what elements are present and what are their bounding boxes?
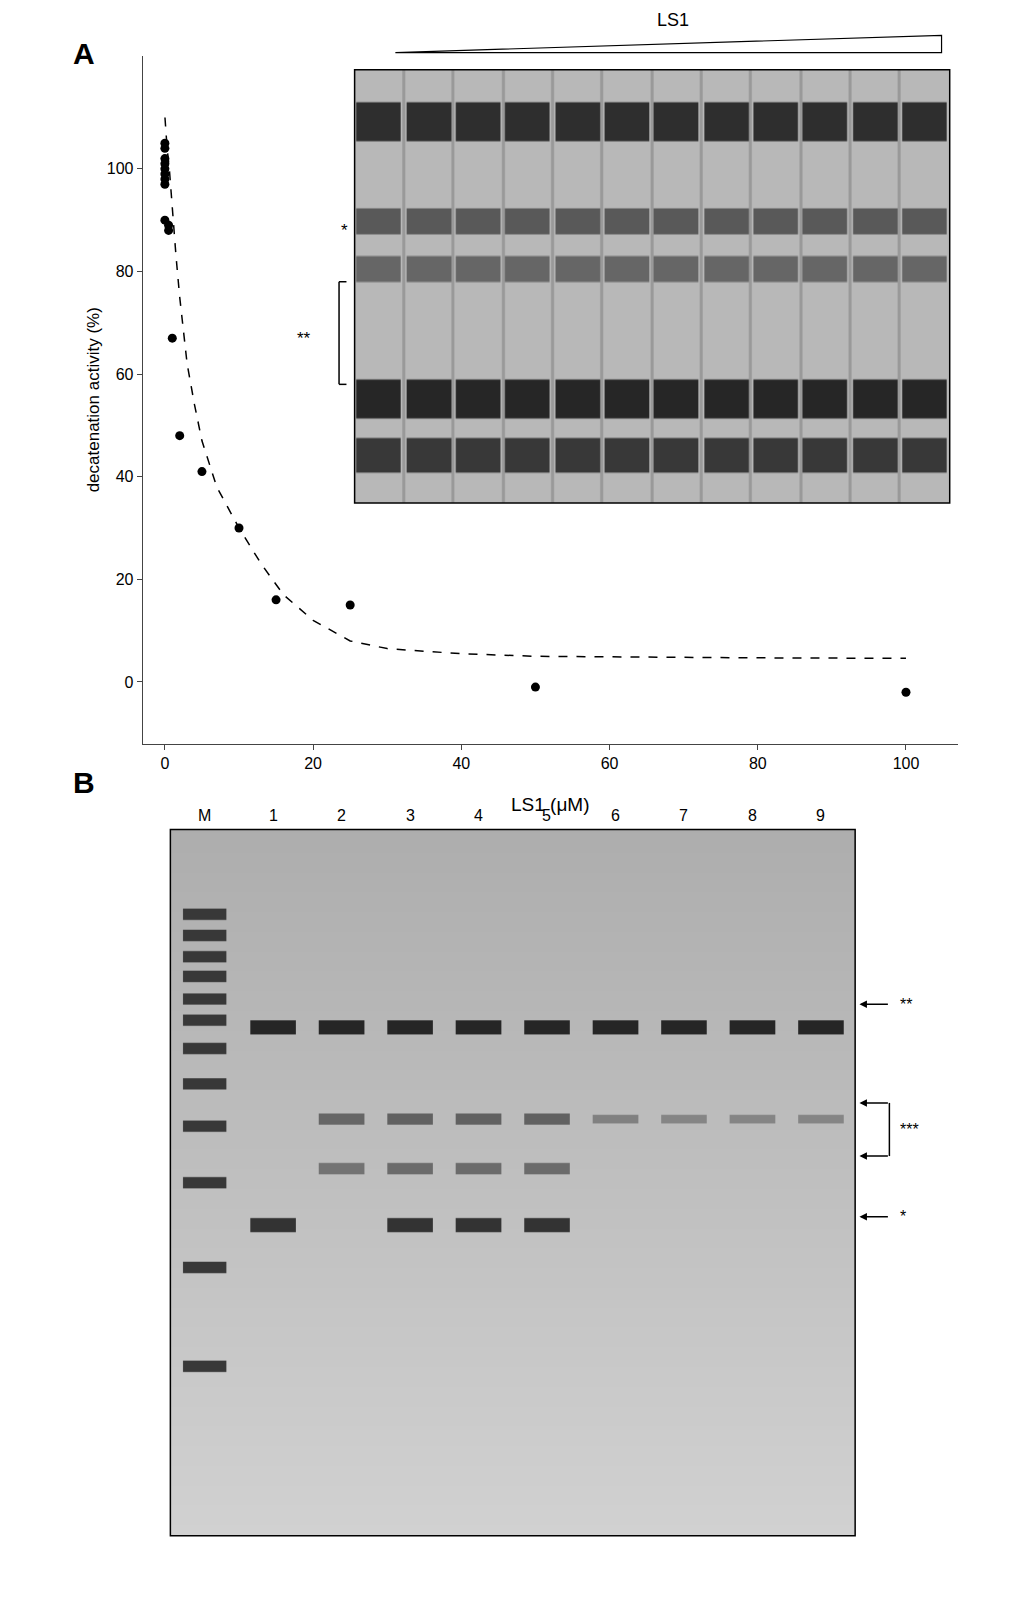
svg-text:B: B (73, 766, 95, 799)
svg-text:decatenation activity (%): decatenation activity (%) (84, 307, 103, 492)
svg-text:3: 3 (406, 807, 415, 824)
svg-text:LS1 (μM): LS1 (μM) (511, 794, 590, 815)
svg-text:40: 40 (116, 468, 134, 485)
svg-text:5: 5 (542, 807, 551, 824)
svg-text:***: *** (900, 1121, 919, 1138)
svg-text:40: 40 (452, 755, 470, 772)
svg-text:60: 60 (601, 755, 619, 772)
svg-text:60: 60 (116, 366, 134, 383)
svg-text:100: 100 (107, 160, 134, 177)
svg-text:20: 20 (304, 755, 322, 772)
svg-text:8: 8 (748, 807, 757, 824)
svg-text:80: 80 (749, 755, 767, 772)
svg-text:**: ** (900, 996, 912, 1013)
svg-text:M: M (198, 807, 211, 824)
svg-text:20: 20 (116, 571, 134, 588)
svg-text:6: 6 (611, 807, 620, 824)
svg-text:80: 80 (116, 263, 134, 280)
svg-text:*: * (900, 1208, 906, 1225)
svg-text:A: A (73, 37, 95, 70)
svg-text:7: 7 (679, 807, 688, 824)
svg-text:0: 0 (125, 674, 134, 691)
svg-text:1: 1 (269, 807, 278, 824)
svg-text:LS1: LS1 (657, 10, 689, 30)
svg-text:100: 100 (893, 755, 920, 772)
svg-text:0: 0 (160, 755, 169, 772)
svg-text:*: * (341, 221, 348, 240)
svg-text:4: 4 (474, 807, 483, 824)
svg-text:2: 2 (337, 807, 346, 824)
svg-text:9: 9 (816, 807, 825, 824)
svg-text:**: ** (297, 329, 311, 348)
